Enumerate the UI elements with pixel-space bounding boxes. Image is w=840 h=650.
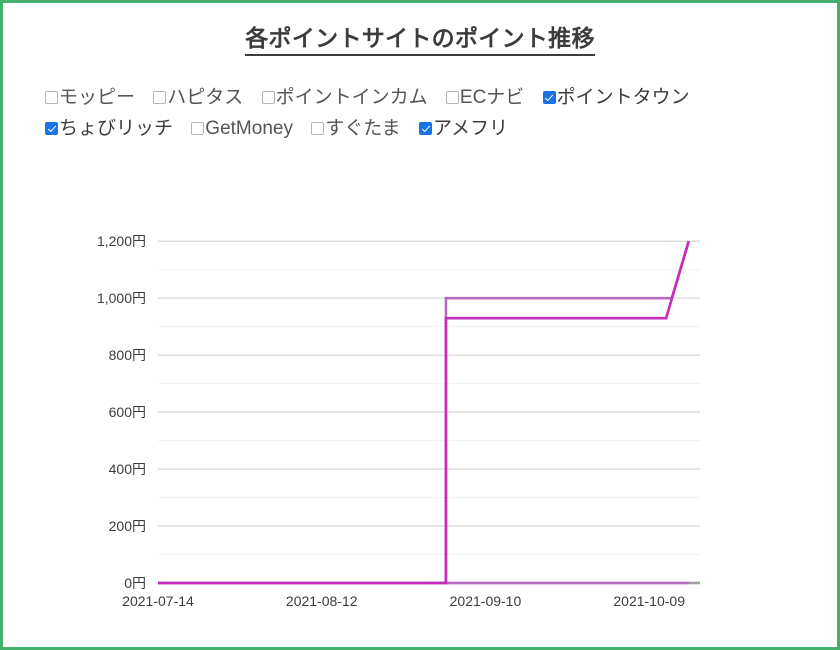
y-axis-tick-label: 1,000円 [97,290,146,306]
checkbox-unchecked-icon[interactable] [445,91,459,104]
x-axis-tick-label: 2021-10-09 [613,593,685,609]
legend-item-label: ちょびリッチ [59,118,174,140]
checkbox-unchecked-icon[interactable] [191,122,205,136]
y-axis-tick-label: 1,200円 [97,233,146,249]
legend-item-7[interactable]: すぐたま [311,114,401,145]
legend-item-6[interactable]: GetMoney [191,114,293,145]
legend-item-1[interactable]: ハピタス [153,83,243,114]
checkbox-unchecked-icon[interactable] [153,91,167,104]
series-line-1 [158,240,690,585]
page-title-text: 各ポイントサイトのポイント推移 [245,25,595,56]
legend-item-label: ポイントタウン [556,87,690,108]
y-axis-tick-label: 400円 [109,461,146,477]
checkbox-unchecked-icon[interactable] [311,122,325,136]
legend-item-label: ポイントインカム [275,87,428,108]
legend-item-8[interactable]: アメフリ [418,114,509,145]
x-axis-tick-label: 2021-08-12 [286,593,358,609]
y-axis-tick-label: 200円 [109,518,146,534]
x-axis-tick-label: 2021-09-10 [450,593,522,609]
legend-item-label: モッピー [59,87,136,108]
y-axis-tick-label: 800円 [109,347,146,363]
x-axis-tick-label: 2021-07-14 [122,593,194,609]
page-title: 各ポイントサイトのポイント推移 [3,3,837,56]
line-chart-svg: 0円 200円 400円 600円 800円 1,000円 1,200円 2021-07-14… [97,233,700,609]
legend-item-5[interactable]: ちょびリッチ [45,114,173,145]
series-legend: モッピー ハピタス ポイントインカム ECナビ ポイントタウン ちょびリッチ G… [3,53,837,145]
legend-item-label: アメフリ [432,118,509,140]
legend-item-label: すぐたま [325,118,401,140]
checkbox-unchecked-icon[interactable] [45,91,58,104]
checkbox-unchecked-icon[interactable] [261,91,275,104]
legend-item-label: ハピタス [167,87,244,108]
y-axis-tick-label: 600円 [109,404,146,420]
legend-item-4[interactable]: ポイントタウン [542,83,690,114]
legend-item-2[interactable]: ポイントインカム [261,83,428,114]
legend-item-label: GetMoney [205,118,293,140]
legend-item-0[interactable]: モッピー [45,83,135,114]
legend-item-3[interactable]: ECナビ [445,83,525,114]
checkbox-checked-icon[interactable] [45,122,58,136]
checkbox-checked-icon[interactable] [542,91,556,104]
y-axis-tick-label: 0円 [124,575,146,591]
legend-item-label: ECナビ [459,87,525,108]
checkbox-checked-icon[interactable] [418,122,432,136]
chart-plot-area: 0円 200円 400円 600円 800円 1,000円 1,200円 2021-07-14… [3,193,837,643]
